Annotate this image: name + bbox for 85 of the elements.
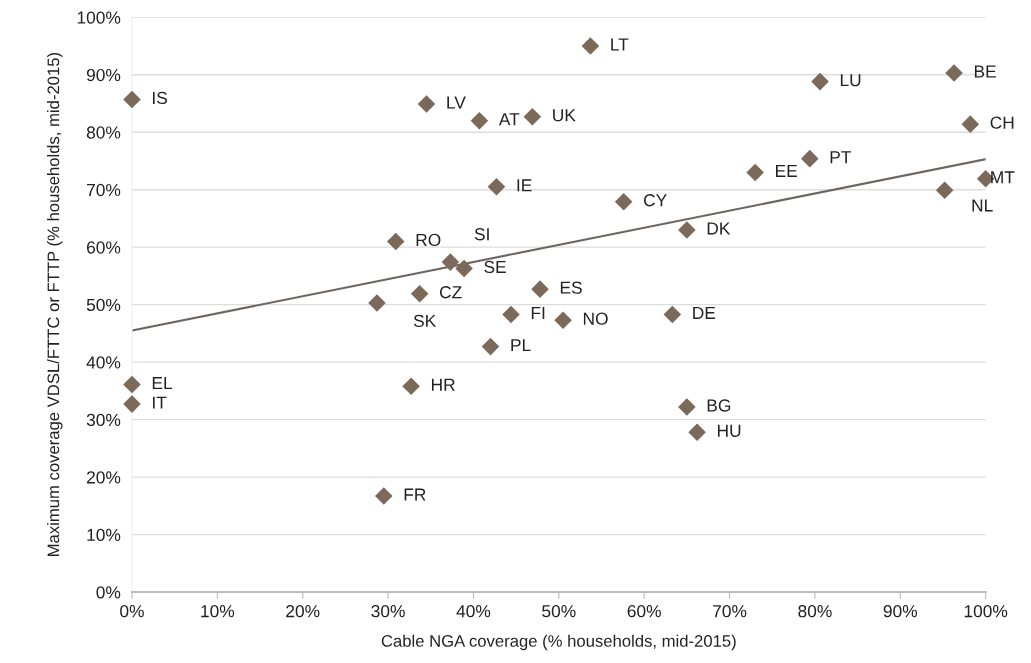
point <box>678 398 696 416</box>
point <box>375 487 393 505</box>
annotation: HU <box>717 424 741 437</box>
point <box>470 111 489 130</box>
point <box>678 221 696 239</box>
annotation: IE <box>517 179 532 192</box>
point <box>481 337 500 356</box>
x-tick-label: 20% <box>286 605 320 618</box>
y-tick-label: 70% <box>87 183 121 197</box>
point <box>945 64 963 82</box>
y-tick-label: 10% <box>87 528 121 542</box>
y-tick-label: 0% <box>96 586 121 599</box>
x-tick-label: 0% <box>120 605 144 618</box>
x-tick-label: 70% <box>713 605 747 618</box>
point <box>123 375 141 394</box>
point <box>523 107 542 126</box>
annotation: UK <box>553 109 576 122</box>
x-tick-label: 90% <box>883 605 918 618</box>
x-tick-label: 100% <box>964 605 1008 618</box>
annotation: SI <box>474 228 489 241</box>
point <box>554 311 572 329</box>
point <box>123 90 141 109</box>
point <box>663 305 682 324</box>
annotation: CY <box>644 194 667 207</box>
annotation: FR <box>404 488 426 501</box>
annotation: NO <box>583 312 608 325</box>
y-tick-label: 50% <box>86 298 121 312</box>
y-tick-label: 90% <box>86 68 121 82</box>
annotation: RO <box>416 233 441 247</box>
annotation: FI <box>531 306 545 319</box>
annotation: LU <box>840 74 861 87</box>
y-axis-title: Maximum coverage VDSL/FTTC or FTTP (% households, mid-2015) <box>47 52 63 556</box>
x-tick-label: 50% <box>542 605 576 618</box>
annotation: DE <box>693 306 716 319</box>
point <box>402 377 420 396</box>
point <box>961 115 980 133</box>
annotation: EE <box>776 164 797 177</box>
annotation: SK <box>413 314 437 328</box>
x-tick-label: 10% <box>201 605 235 618</box>
point <box>746 163 764 182</box>
x-tick-label: 40% <box>456 605 491 618</box>
y-tick-label: 20% <box>86 471 121 484</box>
point <box>935 181 954 200</box>
y-tick-label: 30% <box>86 413 121 427</box>
annotation: CH <box>990 116 1014 129</box>
point <box>614 192 633 211</box>
annotation: CZ <box>439 286 462 299</box>
annotation: ES <box>560 281 582 294</box>
annotation: SE <box>484 260 506 274</box>
annotation: BG <box>707 399 731 412</box>
point <box>811 72 829 91</box>
point <box>386 232 405 251</box>
point <box>581 37 600 55</box>
point <box>531 280 549 298</box>
x-tick-label: 60% <box>627 605 661 618</box>
point <box>417 95 436 113</box>
annotation: MT <box>991 171 1015 184</box>
annotation: PL <box>511 339 531 352</box>
annotation: EL <box>152 377 173 390</box>
point <box>123 395 141 413</box>
annotation: IT <box>153 396 167 409</box>
annotation: DK <box>707 222 731 235</box>
annotation: NL <box>972 199 993 212</box>
point <box>410 284 429 303</box>
annotation: LT <box>611 38 629 51</box>
annotation: PT <box>830 151 852 164</box>
point <box>801 149 819 168</box>
y-tick-label: 100% <box>77 11 121 24</box>
annotation: BE <box>974 65 996 78</box>
point <box>502 305 520 324</box>
annotation: LV <box>447 96 466 109</box>
y-tick-label: 80% <box>86 126 121 139</box>
annotation: HR <box>431 378 455 391</box>
x-axis-title: Cable NGA coverage (% households, mid-2015) <box>381 634 736 651</box>
point <box>441 253 460 271</box>
point <box>455 259 473 278</box>
x-tick-label: 80% <box>798 605 832 618</box>
point <box>487 178 506 196</box>
y-tick-label: 40% <box>86 356 121 369</box>
point <box>368 294 386 312</box>
annotation: AT <box>498 113 520 126</box>
point <box>688 423 706 442</box>
annotation: IS <box>153 91 168 105</box>
x-tick-label: 30% <box>371 605 405 618</box>
y-tick-label: 60% <box>86 241 121 254</box>
